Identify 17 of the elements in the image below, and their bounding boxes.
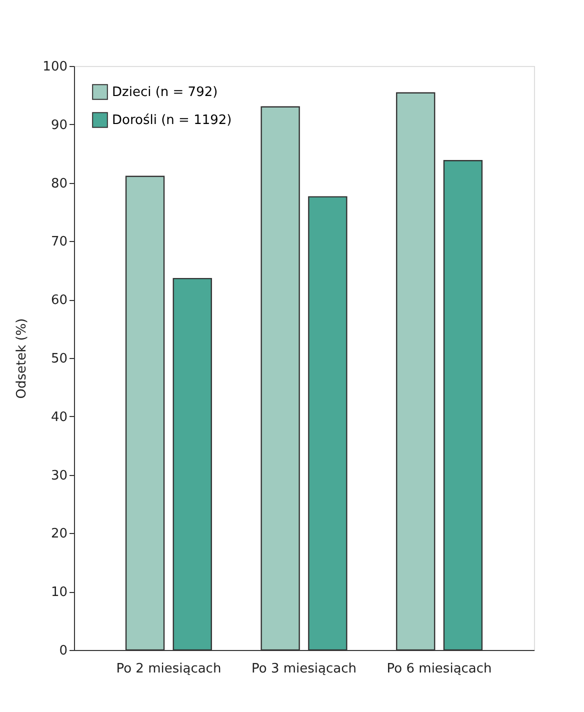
y-tick-label: 50 [50, 352, 68, 366]
y-tick-label: 90 [50, 118, 68, 133]
x-tick-label: Po 6 miesiącach [386, 662, 492, 676]
y-axis-title: Odsetek (%) [14, 318, 30, 399]
y-tick-label: 30 [50, 468, 68, 484]
y-tick-label: 80 [50, 176, 68, 192]
y-tick-label: 60 [50, 293, 68, 308]
y-tick-label: 40 [50, 410, 68, 425]
legend-label: Dzieci (n = 792) [112, 85, 218, 100]
y-tick-label: 0 [59, 644, 68, 658]
legend-label: Dorośli (n = 1192) [112, 113, 232, 128]
y-tick-label: 70 [50, 234, 68, 250]
y-tick-label: 20 [50, 526, 68, 542]
x-tick-label: Po 3 miesiącach [252, 662, 356, 676]
y-tick-label: 10 [50, 585, 68, 600]
x-tick-label: Po 2 miesiącach [116, 662, 222, 676]
y-tick-label: 100 [42, 60, 68, 74]
